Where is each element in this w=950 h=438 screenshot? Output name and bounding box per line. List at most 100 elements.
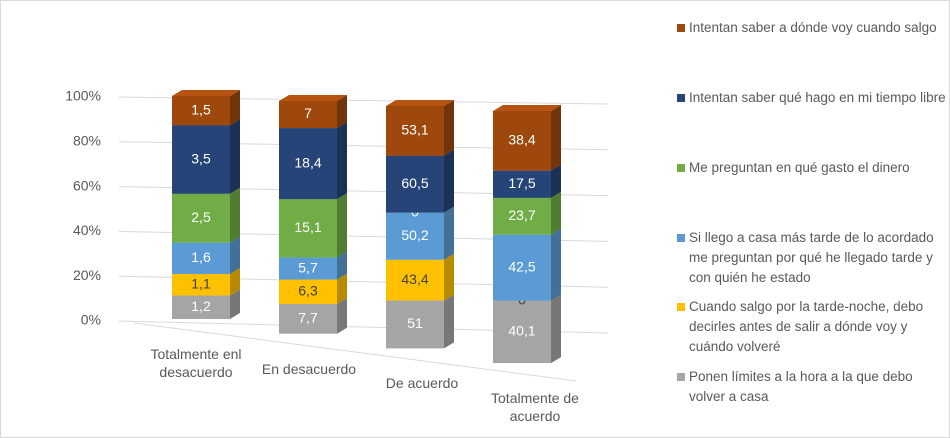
bar-top (386, 100, 454, 106)
bar-top (493, 105, 561, 111)
bar (279, 128, 337, 200)
bar-side (337, 95, 347, 129)
bar (172, 274, 230, 296)
bar-side (230, 236, 240, 275)
bar-side (230, 119, 240, 194)
bar (279, 279, 337, 304)
value-label: 7 (304, 105, 312, 121)
y-tick-label: 0% (81, 312, 101, 328)
y-tick-label: 40% (73, 222, 101, 238)
bar (493, 300, 551, 364)
bar-side (551, 105, 561, 171)
bar (172, 295, 230, 319)
floor-line (133, 322, 577, 382)
legend-item: Si llego a casa más tarde de lo acordado… (677, 228, 949, 288)
value-label: 17,5 (508, 175, 535, 191)
legend-label: Intentan saber qué hago en mi tiempo lib… (689, 90, 946, 105)
value-label: 38,4 (508, 132, 535, 148)
value-label: 42,5 (508, 258, 535, 274)
bar-side (230, 268, 240, 296)
bar-side (444, 100, 454, 156)
value-label: 53,1 (401, 122, 428, 138)
value-label: 23,7 (508, 207, 535, 223)
value-label: 1,6 (191, 249, 211, 265)
value-label: 40,1 (508, 323, 535, 339)
legend-item: Ponen límites a la hora a la que debo vo… (677, 367, 949, 407)
bar (172, 125, 230, 194)
legend-item: Intentan saber qué hago en mi tiempo lib… (677, 88, 949, 108)
value-label: 6,3 (298, 282, 318, 298)
x-tick-label: De acuerdo (385, 375, 459, 392)
bar-side (230, 90, 240, 126)
bar-side (230, 187, 240, 243)
bar (172, 96, 230, 126)
bar (493, 234, 551, 301)
y-tick-label: 100% (65, 88, 101, 104)
bar (279, 199, 337, 258)
bar (493, 111, 551, 171)
bar-side (444, 149, 454, 213)
legend-marker (677, 24, 685, 32)
bar-top (279, 95, 347, 101)
x-tick-label: En desacuerdo (261, 360, 357, 377)
bar-side (444, 253, 454, 301)
legend-label: Si llego a casa más tarde de lo acordado… (689, 230, 934, 285)
legend-marker (677, 164, 685, 172)
bar-side (337, 251, 347, 280)
value-label: 51 (407, 315, 423, 331)
value-label: 3,5 (191, 150, 211, 166)
x-tick-label: Totalmente de acuerdo (491, 390, 579, 425)
legend-marker (677, 373, 685, 381)
bar (279, 101, 337, 129)
bar-side (230, 289, 240, 319)
bar-side (337, 297, 347, 334)
bar (386, 106, 444, 156)
legend-marker (677, 94, 685, 102)
bar (279, 257, 337, 280)
bar-side (551, 191, 561, 235)
legend-label: Intentan saber a dónde voy cuando salgo (689, 20, 937, 35)
bar (172, 242, 230, 275)
value-label: 18,4 (294, 154, 321, 170)
bar (493, 197, 551, 235)
bar (172, 193, 230, 243)
x-tick-label: Totalmente enl desacuerdo (150, 346, 242, 380)
bar (279, 303, 337, 334)
bar (386, 212, 444, 260)
bar (386, 155, 444, 213)
value-label: 60,5 (401, 175, 428, 191)
bar-side (551, 228, 561, 301)
legend-item: Intentan saber a dónde voy cuando salgo (677, 18, 949, 38)
bar-side (444, 206, 454, 260)
bar (386, 259, 444, 301)
value-label: 1,5 (191, 101, 211, 117)
value-label: 2,5 (191, 209, 211, 225)
y-tick-label: 60% (73, 177, 101, 193)
bar (493, 170, 551, 198)
value-label: 1,2 (191, 298, 211, 314)
bar-side (551, 294, 561, 364)
value-label: 7,7 (298, 310, 318, 326)
legend-item: Me preguntan en qué gasto el dinero (677, 158, 949, 178)
value-label: 50,2 (401, 227, 428, 243)
legend-label: Ponen límites a la hora a la que debo vo… (689, 369, 913, 404)
bar-side (337, 273, 347, 304)
bar-top (172, 90, 240, 96)
value-label: 15,1 (294, 219, 321, 235)
value-label: 1,1 (191, 275, 211, 291)
legend-marker (677, 234, 685, 242)
bar-side (444, 294, 454, 349)
legend-label: Me preguntan en qué gasto el dinero (689, 160, 910, 175)
y-tick-label: 20% (73, 267, 101, 283)
bar-side (337, 122, 347, 200)
y-tick-label: 80% (73, 133, 101, 149)
value-label: 43,4 (401, 271, 428, 287)
bar-side (337, 193, 347, 258)
legend-marker (677, 303, 685, 311)
value-label: 5,7 (298, 259, 318, 275)
bar (386, 300, 444, 349)
legend-item: Cuando salgo por la tarde-noche, debo de… (677, 297, 949, 357)
bar-side (551, 164, 561, 198)
